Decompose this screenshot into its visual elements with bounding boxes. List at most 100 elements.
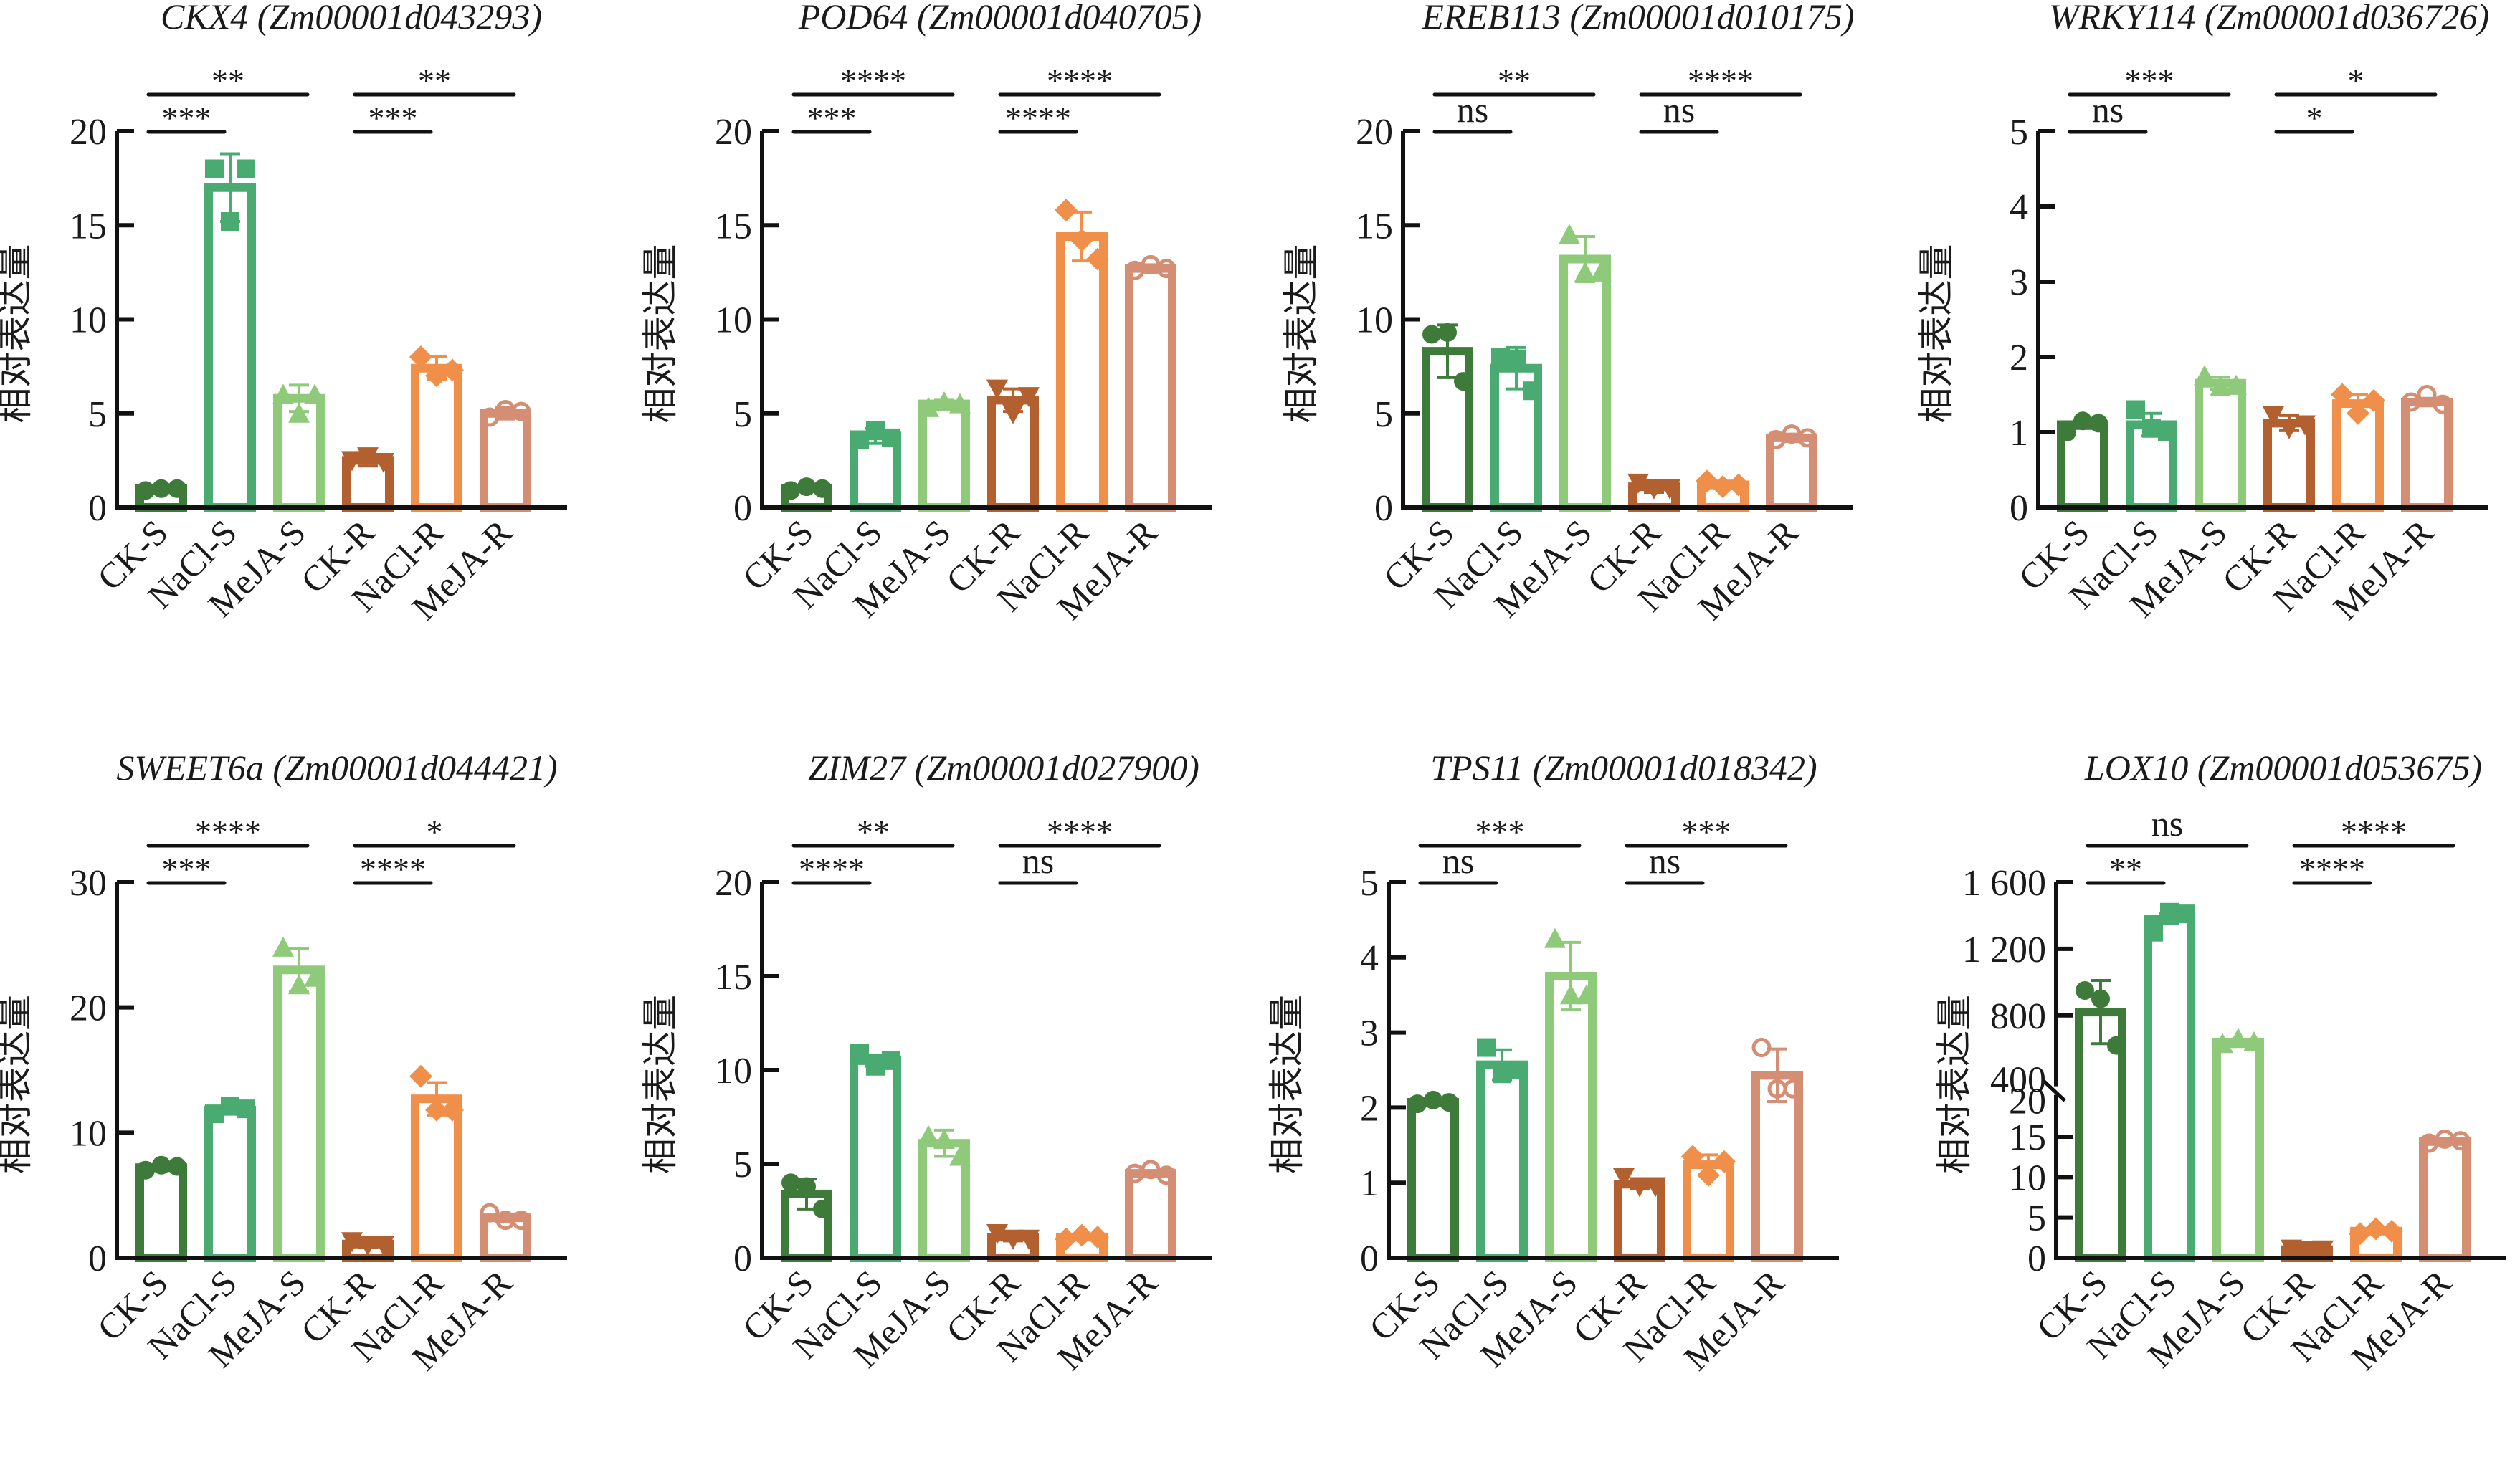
chart-title: ZIM27 (Zm00001d027900): [808, 748, 1199, 788]
y-tick-label: 2: [2010, 338, 2028, 378]
significance-label: **: [2109, 851, 2142, 887]
significance-annotation: ***: [1625, 813, 1788, 850]
significance-annotation: ns: [2086, 803, 2249, 848]
y-axis-label: 相对表达量: [0, 995, 36, 1174]
bar-group-ck-r: [2263, 406, 2316, 512]
data-point-open-circle: [1783, 1079, 1803, 1099]
data-point-triangle-down: [1018, 387, 1040, 408]
significance-label: ***: [162, 100, 211, 136]
bar-group-meja-s: [1544, 927, 1597, 1262]
data-point-circle: [1440, 1093, 1458, 1112]
data-point-circle: [168, 479, 186, 498]
data-point-square: [2142, 419, 2161, 438]
data-point-triangle-down: [341, 1232, 363, 1253]
significance-annotation: ***: [2068, 62, 2231, 99]
chart-panel-7: TPS11 (Zm00001d018342)相对表达量CK-SNaCl-SMeJ…: [1266, 748, 1839, 1378]
data-point-circle: [136, 481, 155, 500]
bar-group-nacl-s: [204, 152, 256, 512]
bar-group-ck-r: [986, 1223, 1040, 1263]
y-tick-label: 15: [715, 206, 752, 247]
data-point-circle: [1438, 323, 1457, 342]
significance-label: *: [2306, 100, 2323, 136]
significance-annotation: ****: [998, 100, 1078, 136]
y-tick-label: 3: [1360, 1013, 1379, 1054]
bar: [918, 399, 970, 512]
data-point-open-circle: [511, 1211, 531, 1231]
data-point-open-circle: [480, 407, 500, 427]
data-point-triangle-up: [288, 974, 310, 995]
significance-label: ****: [2299, 851, 2365, 887]
data-point-open-circle: [2433, 394, 2453, 414]
data-point-circle: [797, 477, 816, 497]
y-tick-label: 15: [715, 957, 752, 998]
y-tick-label: 10: [70, 1113, 107, 1154]
data-point-triangle-up: [288, 402, 310, 423]
chart-panel-5: SWEET6a (Zm00001d044421)相对表达量CK-SNaCl-SM…: [0, 748, 567, 1378]
data-point-triangle-up: [304, 383, 325, 404]
y-tick-label: 1 200: [1962, 930, 2046, 970]
data-point-triangle-up: [918, 1125, 939, 1145]
significance-annotation: ****: [146, 813, 310, 850]
bar-group-ck-s: [2075, 979, 2126, 1262]
y-tick-label: 5: [88, 394, 107, 435]
data-point-circle: [2076, 980, 2094, 1000]
data-point-triangle-up: [918, 396, 939, 417]
bar: [1407, 1098, 1459, 1262]
bar-group-ck-s: [2057, 411, 2108, 512]
data-point-triangle-down: [1645, 1177, 1666, 1198]
significance-annotation: ****: [2292, 813, 2455, 850]
chart-title: WRKY114 (Zm00001d036726): [2049, 0, 2489, 37]
y-tick-label: 20: [1356, 112, 1393, 153]
data-point-diamond: [2364, 1217, 2387, 1241]
y-tick-label: 0: [733, 1238, 752, 1279]
data-point-triangle-down: [341, 451, 363, 472]
data-point-square: [205, 1104, 224, 1124]
data-point-circle: [152, 1155, 171, 1175]
significance-label: ***: [2125, 62, 2174, 99]
y-axis-label: 相对表达量: [0, 244, 36, 424]
data-point-diamond: [2347, 401, 2369, 425]
data-point-circle: [1422, 325, 1441, 344]
data-point-square: [2176, 904, 2195, 924]
data-point-triangle-down: [2263, 406, 2284, 426]
y-tick-label: 10: [70, 300, 107, 341]
y-tick-label: 2: [1360, 1088, 1379, 1129]
significance-label: **: [211, 62, 244, 99]
significance-annotation: **: [2086, 851, 2166, 887]
bar-group-nacl-r: [409, 1064, 464, 1262]
data-point-triangle-up: [1574, 261, 1596, 282]
bar: [273, 965, 325, 1263]
data-point-circle: [136, 1160, 155, 1180]
significance-label: **: [1498, 62, 1531, 99]
data-point-open-circle: [1141, 1160, 1161, 1180]
y-tick-label: 15: [1356, 206, 1393, 247]
chart-panel-8: LOX10 (Zm00001d053675)相对表达量CK-SNaCl-SMeJ…: [1934, 748, 2506, 1378]
bar-group-nacl-r: [1055, 199, 1109, 512]
data-point-triangle-up: [2210, 376, 2231, 396]
significance-annotation: **: [146, 62, 310, 99]
chart-panel-4: WRKY114 (Zm00001d036726)相对表达量CK-SNaCl-SM…: [1916, 0, 2489, 628]
bar-group-nacl-s: [2126, 400, 2177, 512]
chart-title: CKX4 (Zm00001d043293): [161, 0, 542, 37]
bar-group-meja-r: [1766, 424, 1817, 512]
bar: [480, 1213, 531, 1263]
y-tick-label: 0: [733, 488, 752, 529]
bar-group-nacl-s: [850, 421, 901, 512]
data-point-square: [882, 1051, 900, 1070]
data-point-square: [2126, 400, 2145, 419]
bar: [1125, 264, 1176, 512]
data-point-triangle-up: [1544, 927, 1566, 948]
bar: [1125, 1169, 1176, 1262]
data-point-open-circle: [1156, 1165, 1176, 1185]
bar: [411, 363, 462, 512]
significance-label: ****: [799, 851, 865, 887]
data-point-triangle-down: [2278, 419, 2300, 439]
data-point-triangle-up: [304, 966, 325, 987]
data-point-triangle-up: [2194, 365, 2215, 386]
bar: [850, 1056, 901, 1263]
significance-annotation: ***: [1418, 813, 1582, 850]
y-tick-label: 10: [1356, 300, 1393, 341]
bar-group-meja-r: [480, 1203, 531, 1263]
significance-label: *: [2348, 62, 2364, 99]
bar-group-ck-r: [341, 1232, 394, 1262]
